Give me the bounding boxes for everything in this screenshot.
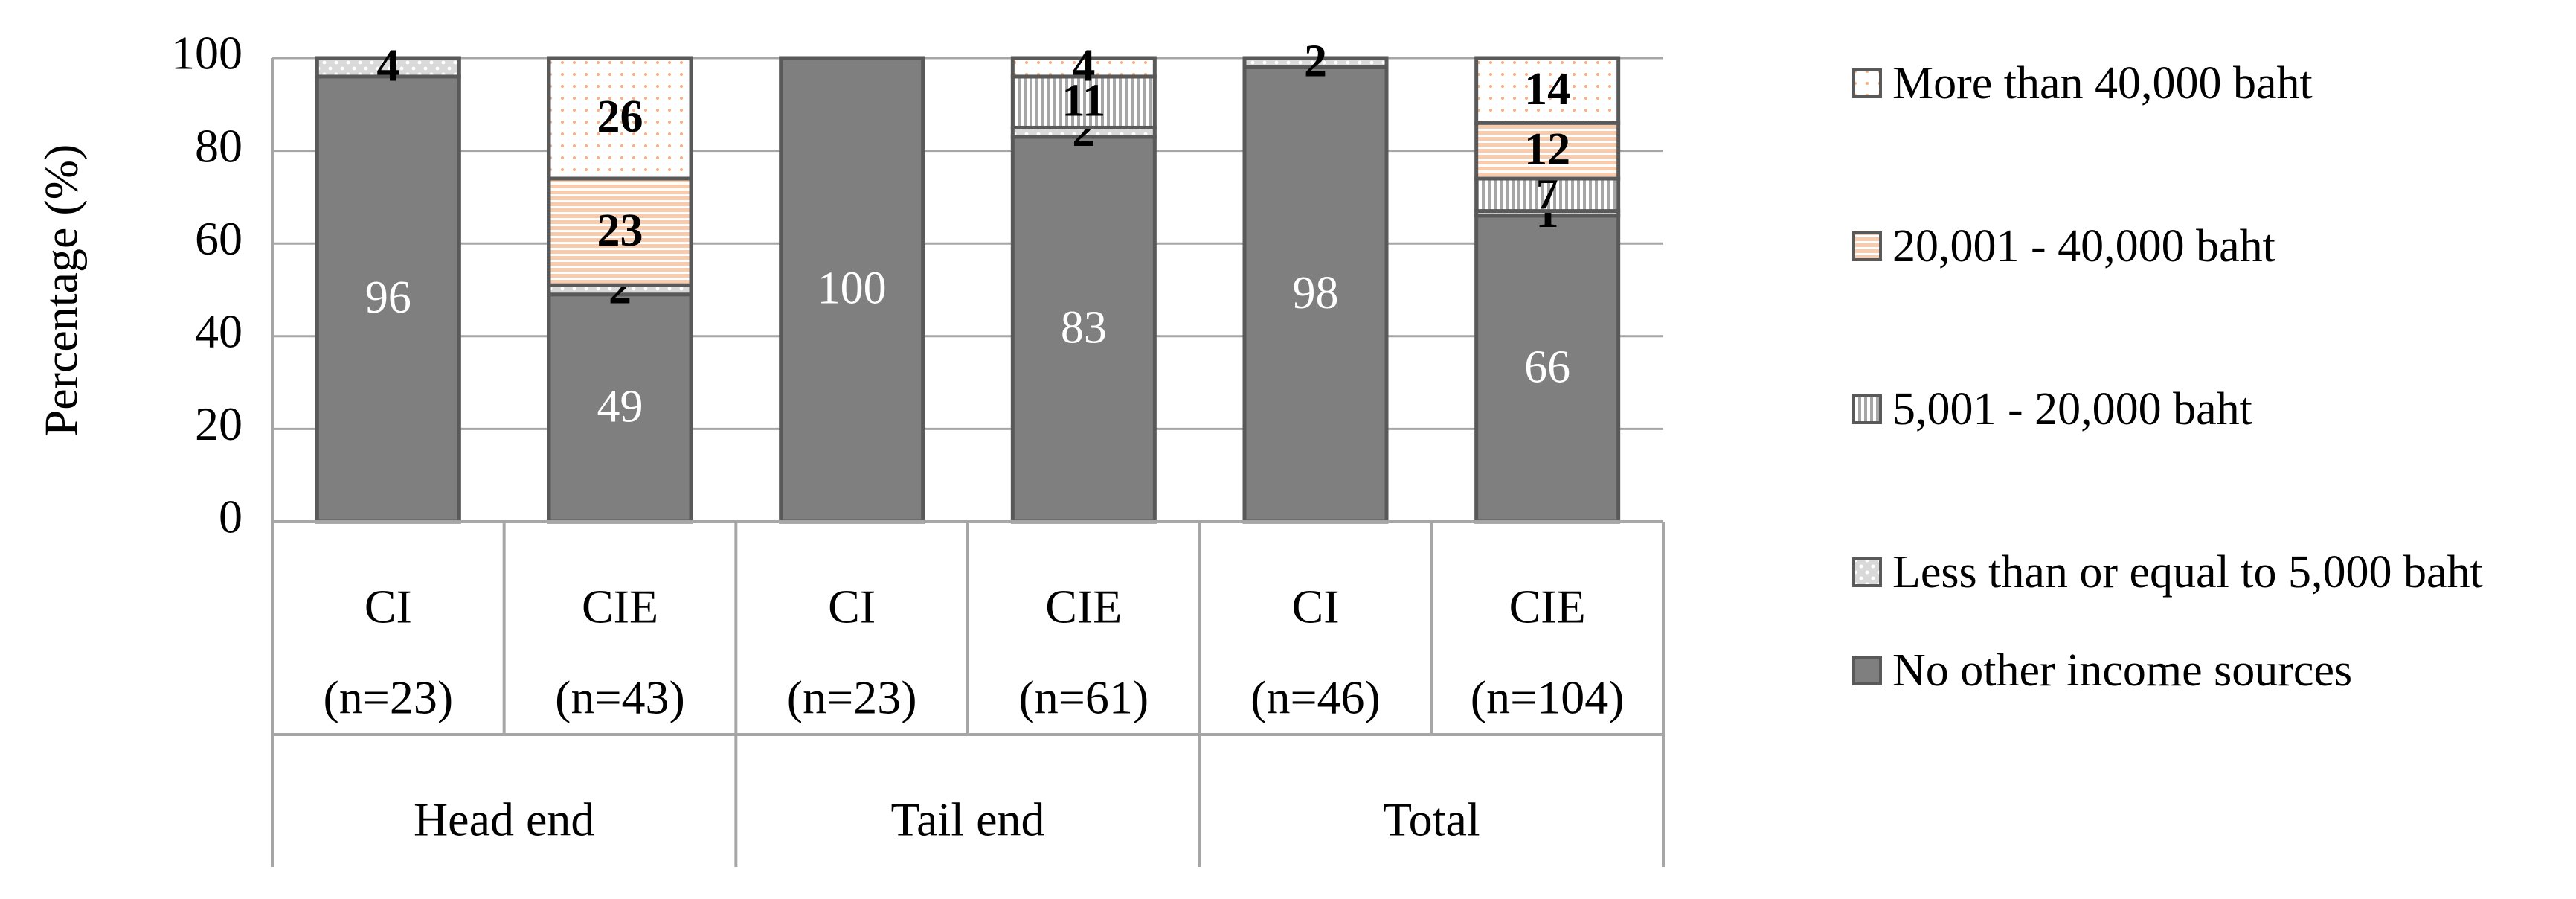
x-tick-label: CIE (1045, 580, 1122, 633)
y-tick-label: 20 (195, 397, 242, 450)
x-tick-label: CI (1292, 580, 1340, 633)
x-tick-label: (n=104) (1471, 671, 1625, 724)
data-label: 4 (1072, 41, 1095, 92)
data-label: 4 (376, 41, 399, 92)
x-tick-label: CIE (1509, 580, 1586, 633)
legend-swatch (1852, 68, 1882, 98)
legend-item: 5,001 - 20,000 baht (1852, 378, 2566, 441)
group-label: Tail end (891, 793, 1045, 846)
legend-item: More than 40,000 baht (1852, 52, 2566, 115)
legend-label: No other income sources (1892, 645, 2353, 696)
data-label: 100 (818, 263, 887, 314)
x-tick-label: (n=61) (1018, 671, 1149, 724)
legend-item: No other income sources (1852, 639, 2566, 702)
x-tick-label: (n=23) (323, 671, 453, 724)
bar-segment (1474, 121, 1621, 181)
x-tick-label: CI (828, 580, 876, 633)
legend-swatch (1852, 656, 1882, 685)
x-tick-label: CI (364, 580, 412, 633)
y-tick-label: 60 (195, 212, 242, 265)
data-label: 49 (597, 382, 643, 432)
x-tick-label: (n=23) (787, 671, 917, 724)
y-tick-label: 100 (171, 27, 242, 80)
legend-label: More than 40,000 baht (1892, 58, 2313, 109)
data-label: 83 (1061, 303, 1107, 353)
legend-swatch (1852, 394, 1882, 424)
data-label: 14 (1524, 64, 1570, 115)
y-tick-label: 80 (195, 119, 242, 172)
legend-label: 20,001 - 40,000 baht (1892, 221, 2275, 272)
bar-segment (1010, 135, 1157, 524)
x-tick-label: CIE (582, 580, 658, 633)
y-tick-label: 0 (219, 490, 242, 543)
group-label: Total (1383, 793, 1480, 846)
legend-item: Less than or equal to 5,000 baht (1852, 541, 2566, 604)
data-label: 98 (1293, 268, 1339, 319)
data-label: 11 (1062, 75, 1106, 126)
bar-segment (1010, 74, 1157, 129)
x-tick-label: (n=43) (555, 671, 685, 724)
y-tick-label: 40 (195, 304, 242, 357)
bar-segment (547, 56, 693, 181)
bar-segment (1474, 56, 1621, 125)
legend-item: 20,001 - 40,000 baht (1852, 215, 2566, 278)
legend-label: 5,001 - 20,000 baht (1892, 384, 2252, 435)
chart: Percentage (%) 020406080100964CI(n=23)49… (35, 27, 1665, 867)
data-label: 96 (365, 272, 411, 323)
legend: More than 40,000 baht 20,001 - 40,000 bah… (1852, 52, 2566, 702)
legend-label: Less than or equal to 5,000 baht (1892, 547, 2483, 598)
bar-segment (547, 292, 693, 524)
y-axis-title: Percentage (%) (35, 144, 88, 437)
data-label: 66 (1524, 342, 1570, 393)
group-label: Head end (414, 793, 594, 846)
bar-segment (547, 176, 693, 287)
data-label: 12 (1524, 124, 1570, 175)
data-label: 23 (597, 205, 643, 256)
data-label: 2 (1304, 36, 1327, 86)
x-tick-label: (n=46) (1250, 671, 1381, 724)
legend-swatch (1852, 557, 1882, 587)
bar-segment (1010, 56, 1157, 79)
bar-segment (315, 56, 461, 79)
legend-swatch (1852, 231, 1882, 261)
bar-segment (1242, 56, 1389, 69)
data-label: 26 (597, 92, 643, 142)
